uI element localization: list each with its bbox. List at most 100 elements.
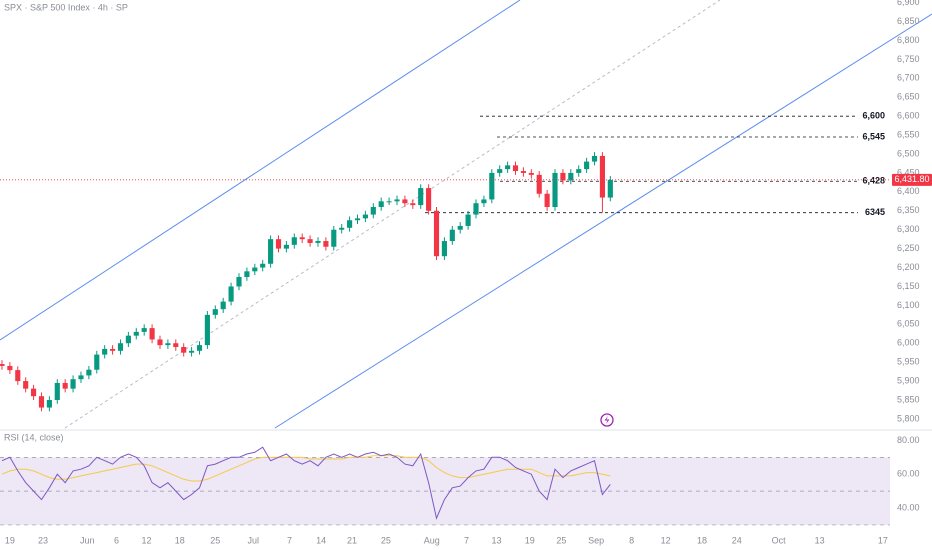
candle-body [528,172,534,175]
x-tick-label: Oct [772,535,787,545]
candle-body [252,267,258,272]
candle-body [552,172,558,207]
candle-body [339,227,345,230]
level-label: 6345 [865,207,885,217]
candle-body [457,225,463,230]
candle-body [433,210,440,257]
x-tick-label: 23 [38,535,48,545]
candle-body [157,339,163,346]
candle-body [378,201,384,207]
candle-body [110,348,116,351]
y-tick-label: 6,200 [897,262,920,272]
x-tick-label: 18 [697,535,707,545]
candle-body [307,239,313,243]
rsi-line [1,446,611,520]
x-tick-label: 7 [464,535,469,545]
candle-body [607,179,613,198]
candle-body [54,382,60,400]
event-icon-bolt [604,416,610,424]
y-tick-label: 6,050 [897,319,920,329]
candle-body [441,241,447,257]
x-tick-label: 19 [5,535,15,545]
candle-body [402,199,408,204]
candle-body [331,229,337,247]
candle-body [220,301,226,310]
y-tick-label: 6,550 [897,129,920,139]
y-tick-label: 6,750 [897,54,920,64]
y-tick-label: 6,800 [897,35,920,45]
candle-body [560,172,566,181]
candle-body [141,328,147,332]
candle-body [165,343,171,346]
y-tick-label: 6,900 [897,0,920,7]
channel-lower [274,13,932,429]
candle-body [394,199,400,202]
last-price-box [892,173,932,186]
candle-body [46,399,52,408]
x-tick-label: Jul [247,535,259,545]
level-label: 6,428 [862,176,885,186]
candle-body [599,155,605,198]
x-tick-label: 7 [287,535,292,545]
candle-body [94,354,100,370]
candle-body [291,237,297,245]
candle-body [362,214,368,219]
x-tick-label: 13 [492,535,502,545]
candle-body [189,350,195,353]
candle-body [449,229,455,242]
x-tick-label: 17 [878,535,888,545]
candle-body [497,169,503,173]
x-tick-label: 14 [316,535,326,545]
x-tick-label: 12 [142,535,152,545]
candle-body [426,188,432,211]
candle-body [117,343,124,351]
y-tick-label: 5,950 [897,357,920,367]
level-label: 6,600 [862,111,885,121]
y-tick-label: 6,350 [897,205,920,215]
y-tick-label: 6,000 [897,338,920,348]
y-tick-label: 60.00 [897,469,920,479]
x-tick-label: 8 [629,535,634,545]
candle-body [196,345,203,351]
y-tick-label: 6,150 [897,281,920,291]
candle-body [370,206,376,215]
candle-body [489,172,495,200]
candle-body [23,381,29,389]
candle-body [568,172,574,181]
candle-body [386,201,392,203]
y-tick-label: 6,850 [897,16,920,26]
y-tick-label: 6,700 [897,73,920,83]
candle-body [410,203,416,206]
candle-body [347,220,353,228]
level-label: 6,545 [862,131,885,141]
candle-body [260,263,266,268]
candle-body [125,335,131,344]
event-icon[interactable] [600,413,614,427]
candle-body [576,169,582,173]
y-tick-label: 6,250 [897,243,920,253]
y-tick-label: 6,500 [897,148,920,158]
y-tick-label: 5,850 [897,394,920,404]
candle-body [31,388,37,397]
y-tick-label: 6,300 [897,224,920,234]
rsi-title: RSI (14, close) [4,432,64,442]
candle-body [204,314,210,346]
x-tick-label: 25 [381,535,391,545]
x-tick-label: 24 [732,535,742,545]
candle-body [323,241,329,247]
y-tick-label: 6,100 [897,300,920,310]
x-tick-label: Jun [80,535,95,545]
x-tick-label: 18 [175,535,185,545]
x-tick-label: 19 [525,535,535,545]
candle-body [283,244,289,249]
candle-body [133,331,139,336]
y-tick-label: 80.00 [897,435,920,445]
candle-body [78,375,84,380]
candle-body [212,309,218,315]
rsi-ma-line [1,455,611,482]
candle-body [268,239,274,264]
candle-body [299,237,305,240]
channel-mid [64,0,721,429]
candle-body [228,286,234,302]
